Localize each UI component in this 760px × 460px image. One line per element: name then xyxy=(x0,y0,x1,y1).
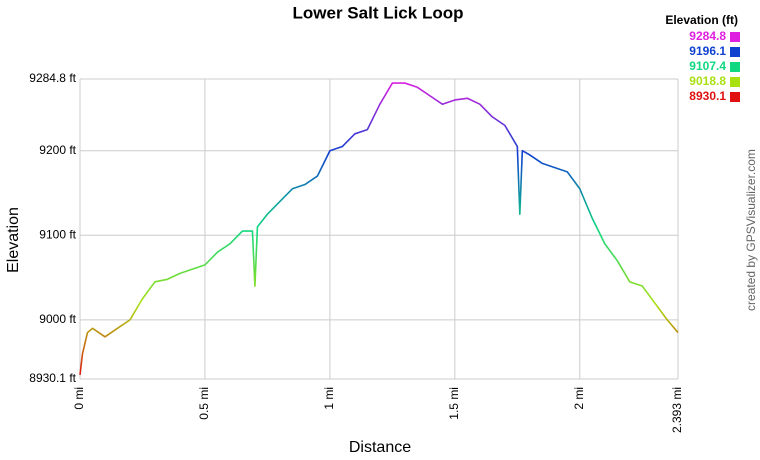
y-tick-label: 9200 ft xyxy=(39,143,76,157)
x-tick-label: 1.5 mi xyxy=(447,387,461,420)
y-tick-label: 9000 ft xyxy=(39,312,76,326)
legend-label: 9107.4 xyxy=(689,59,726,73)
legend-swatch xyxy=(730,92,740,102)
x-tick-label: 2 mi xyxy=(572,387,586,410)
x-tick-label: 1 mi xyxy=(322,387,336,410)
credit: created by GPSVisualizer.com xyxy=(744,149,758,311)
legend-swatch xyxy=(730,32,740,42)
y-tick-label: 9100 ft xyxy=(39,227,76,241)
chart-title: Lower Salt Lick Loop xyxy=(293,3,464,22)
legend-label: 9018.8 xyxy=(689,74,726,88)
x-axis-label: Distance xyxy=(349,439,411,456)
legend-title: Elevation (ft) xyxy=(665,13,738,27)
y-tick-label: 9284.8 ft xyxy=(29,71,76,85)
legend-swatch xyxy=(730,77,740,87)
elevation-line xyxy=(79,82,679,375)
legend-label: 9196.1 xyxy=(689,44,726,58)
legend-swatch xyxy=(730,47,740,57)
legend-label: 9284.8 xyxy=(689,29,726,43)
y-axis-label: Elevation xyxy=(5,207,22,273)
legend-swatch xyxy=(730,62,740,72)
x-tick-label: 0.5 mi xyxy=(197,387,211,420)
legend-label: 8930.1 xyxy=(689,89,726,103)
x-tick-label: 0 mi xyxy=(72,387,86,410)
y-tick-label: 8930.1 ft xyxy=(29,371,76,385)
x-tick-label: 2.393 mi xyxy=(670,387,684,433)
